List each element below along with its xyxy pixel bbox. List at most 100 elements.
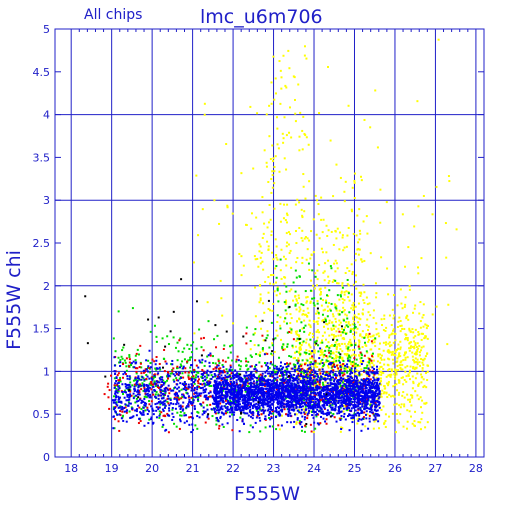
data-point (155, 340, 158, 343)
data-point (341, 284, 344, 287)
data-point (326, 356, 329, 359)
data-point (266, 384, 269, 387)
data-point (361, 417, 364, 420)
data-point (256, 112, 259, 115)
data-point (308, 353, 311, 356)
data-point (248, 382, 251, 385)
data-point (152, 393, 155, 396)
data-point (346, 365, 349, 368)
data-point (121, 357, 124, 360)
data-point (357, 380, 360, 383)
data-point (338, 298, 341, 301)
data-point (281, 408, 284, 411)
data-point (336, 343, 339, 346)
data-point (284, 276, 287, 279)
data-point (279, 69, 282, 72)
data-point (385, 391, 388, 394)
data-point (312, 398, 315, 401)
data-point (258, 405, 261, 408)
data-point (398, 353, 401, 356)
data-point (377, 353, 380, 356)
data-point (406, 337, 409, 340)
data-point (334, 396, 337, 399)
data-point (327, 327, 330, 330)
data-point (129, 390, 132, 393)
data-point (122, 363, 125, 366)
data-point (226, 381, 229, 384)
data-point (322, 309, 325, 312)
data-point (274, 382, 277, 385)
data-point (338, 399, 341, 402)
data-point (360, 359, 363, 362)
data-point (288, 380, 291, 383)
data-point (290, 398, 293, 401)
data-point (237, 394, 240, 397)
data-point (329, 139, 332, 142)
data-point (360, 354, 363, 357)
data-point (302, 408, 305, 411)
data-point (265, 364, 268, 367)
data-point (297, 389, 300, 392)
data-point (217, 360, 220, 363)
data-point (151, 376, 154, 379)
data-point (382, 349, 385, 352)
data-point (236, 408, 239, 411)
data-point (299, 378, 302, 381)
data-point (413, 368, 416, 371)
data-point (369, 410, 372, 413)
data-point (249, 388, 252, 391)
data-point (294, 303, 297, 306)
data-point (363, 354, 366, 357)
data-point (411, 367, 414, 370)
data-point (311, 350, 314, 353)
data-point (345, 387, 348, 390)
data-point (322, 392, 325, 395)
data-point (123, 359, 126, 362)
data-point (314, 272, 317, 275)
data-point (375, 409, 378, 412)
data-point (345, 290, 348, 293)
data-point (259, 378, 262, 381)
data-point (390, 395, 393, 398)
data-point (324, 420, 327, 423)
data-point (125, 373, 128, 376)
data-point (325, 355, 328, 358)
data-point (340, 389, 343, 392)
data-point (214, 388, 217, 391)
data-point (333, 364, 336, 367)
data-point (310, 352, 313, 355)
data-point (215, 400, 218, 403)
data-point (413, 340, 416, 343)
data-point (407, 246, 410, 249)
data-point (396, 357, 399, 360)
data-point (163, 348, 166, 351)
data-point (267, 384, 270, 387)
data-point (364, 398, 367, 401)
data-point (300, 401, 303, 404)
data-point (352, 381, 355, 384)
data-point (354, 252, 357, 255)
data-point (258, 374, 261, 377)
data-point (339, 365, 342, 368)
data-point (270, 234, 273, 237)
data-point (285, 381, 288, 384)
data-point (157, 386, 160, 389)
data-point (232, 372, 235, 375)
data-point (341, 395, 344, 398)
data-point (377, 355, 380, 358)
data-point (283, 381, 286, 384)
data-point (141, 384, 144, 387)
data-point (359, 232, 362, 235)
data-point (323, 371, 326, 374)
data-point (270, 393, 273, 396)
data-point (361, 260, 364, 263)
data-point (312, 401, 315, 404)
data-point (420, 428, 423, 431)
data-point (383, 391, 386, 394)
data-point (266, 352, 269, 355)
data-point (411, 355, 414, 358)
data-point (222, 347, 225, 350)
data-point (177, 396, 180, 399)
data-point (213, 390, 216, 393)
data-point (345, 379, 348, 382)
